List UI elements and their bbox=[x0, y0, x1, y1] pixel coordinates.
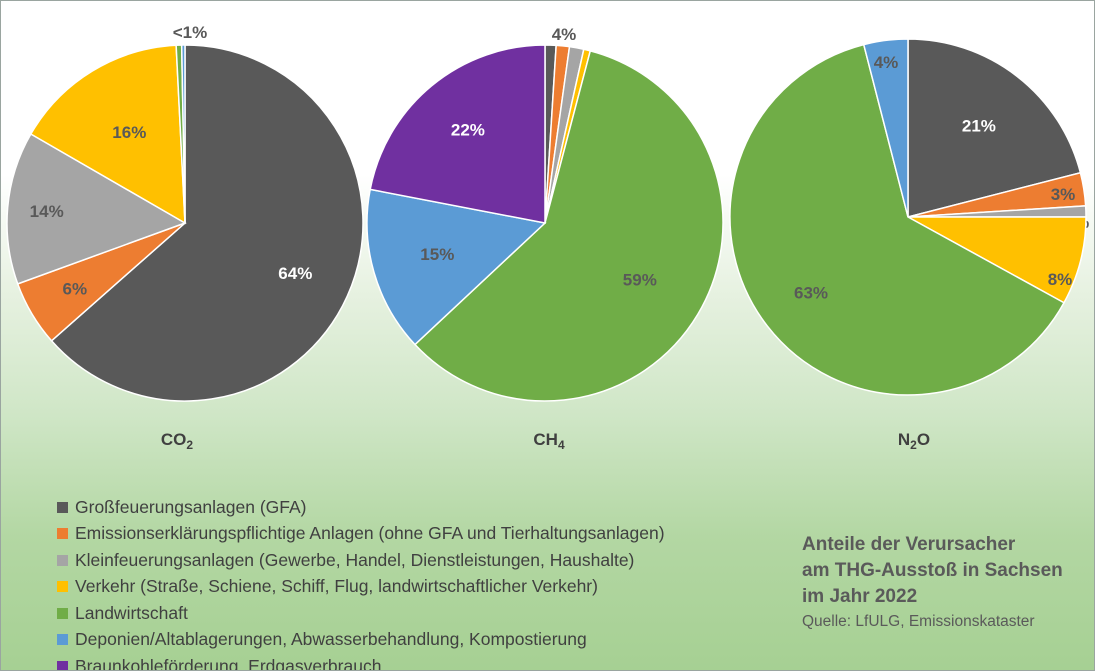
pie-data-label: 59% bbox=[623, 271, 657, 290]
pie-slice bbox=[907, 38, 1082, 218]
pie-data-label: 6% bbox=[63, 280, 88, 299]
pie-charts: 64%6%14%16%<1% 4%59%15%22% 21%3%1%8%63%4… bbox=[6, 23, 1089, 452]
legend-label: Kleinfeuerungsanlagen (Gewerbe, Handel, … bbox=[75, 549, 635, 570]
legend-item-small-furnaces: Kleinfeuerungsanlagen (Gewerbe, Handel, … bbox=[57, 547, 665, 574]
gas-label-co2: CO2 bbox=[161, 430, 194, 452]
gas-label-ch4: CH4 bbox=[533, 430, 565, 452]
pie-data-label: 4% bbox=[874, 53, 899, 72]
legend-swatch bbox=[57, 607, 68, 619]
pie-data-label: 4% bbox=[552, 25, 577, 44]
pie-co2: 64% 6% 14% 16% <1% bbox=[6, 23, 364, 402]
pie-slice bbox=[6, 132, 187, 285]
legend-label: Verkehr (Straße, Schiene, Schiff, Flug, … bbox=[75, 576, 598, 597]
pie-data-label: 63% bbox=[794, 283, 828, 302]
caption-title-line-2: am THG-Ausstoß in Sachsen bbox=[802, 560, 1063, 581]
pie-slice bbox=[907, 216, 1087, 304]
legend-swatch bbox=[57, 581, 68, 593]
pie-slice bbox=[413, 49, 724, 402]
legend-item-gfa: Großfeuerungsanlagen (GFA) bbox=[57, 494, 665, 521]
legend-label: Deponien/Altablagerungen, Abwasserbehand… bbox=[75, 629, 587, 650]
legend-label: Großfeuerungsanlagen (GFA) bbox=[75, 496, 307, 517]
legend-label: Emissionserklärungspflichtige Anlagen (o… bbox=[75, 523, 665, 544]
pie-slice bbox=[369, 44, 546, 224]
legend-label: Braunkohleförderung, Erdgasverbrauch bbox=[75, 655, 382, 671]
pie-data-label: 16% bbox=[112, 123, 146, 142]
pie-slice bbox=[862, 38, 909, 218]
legend-item-lignite: Braunkohleförderung, Erdgasverbrauch bbox=[57, 653, 665, 671]
pie-slice bbox=[50, 44, 364, 402]
gas-label-n2o: N2O bbox=[898, 430, 930, 452]
legend-label: Landwirtschaft bbox=[75, 602, 188, 623]
pie-data-label: 3% bbox=[1051, 185, 1076, 204]
caption-title-line-3: im Jahr 2022 bbox=[802, 586, 918, 607]
caption-source: Quelle: LfULG, Emissionskataster bbox=[802, 613, 1035, 630]
legend-swatch bbox=[57, 501, 68, 513]
legend-item-landfills: Deponien/Altablagerungen, Abwasserbehand… bbox=[57, 627, 665, 654]
pie-slice bbox=[29, 44, 186, 225]
pie-data-label: 15% bbox=[420, 245, 454, 264]
pie-n2o: 21%3%1%8%63%4% bbox=[729, 38, 1089, 396]
pie-data-label: 8% bbox=[1048, 270, 1073, 289]
pie-slice bbox=[729, 43, 1065, 396]
legend: Großfeuerungsanlagen (GFA) Emissionserkl… bbox=[57, 494, 665, 671]
caption-title-line-1: Anteile der Verursacher bbox=[802, 534, 1016, 555]
legend-swatch bbox=[57, 554, 68, 566]
chart-caption: Anteile der Verursacher am THG-Ausstoß i… bbox=[802, 532, 1063, 634]
pie-data-label: 14% bbox=[30, 202, 64, 221]
legend-item-agriculture: Landwirtschaft bbox=[57, 600, 665, 627]
pie-data-label: <1% bbox=[173, 23, 208, 42]
pie-data-label: 64% bbox=[278, 264, 312, 283]
legend-swatch bbox=[57, 634, 68, 646]
legend-swatch bbox=[57, 528, 68, 540]
pie-slice bbox=[366, 188, 547, 346]
pie-ch4: 4% 59% 15% 22% bbox=[366, 25, 724, 402]
pie-data-label: 21% bbox=[962, 117, 996, 136]
legend-item-traffic: Verkehr (Straße, Schiene, Schiff, Flug, … bbox=[57, 574, 665, 601]
pie-slice bbox=[180, 44, 186, 224]
legend-item-emission-plants: Emissionserklärungspflichtige Anlagen (o… bbox=[57, 521, 665, 548]
pie-data-label: 22% bbox=[451, 121, 485, 140]
legend-swatch bbox=[57, 660, 68, 670]
